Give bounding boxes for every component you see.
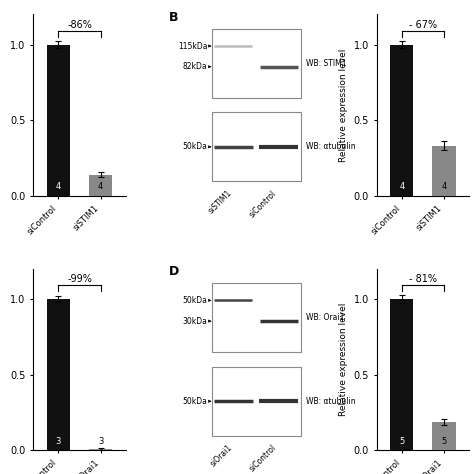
Text: 3: 3: [98, 437, 103, 446]
Y-axis label: Relative expression level: Relative expression level: [339, 48, 348, 162]
Text: D: D: [169, 265, 179, 278]
Text: 50kDa: 50kDa: [182, 397, 207, 406]
Bar: [47, 299, 70, 450]
Text: siControl: siControl: [248, 189, 279, 219]
Text: 4: 4: [56, 182, 61, 191]
Text: 50kDa: 50kDa: [182, 296, 207, 305]
Text: -86%: -86%: [67, 20, 92, 30]
Bar: [390, 299, 413, 450]
Text: 82kDa: 82kDa: [182, 62, 207, 71]
Text: 4: 4: [441, 182, 447, 191]
Bar: [211, 367, 301, 436]
Text: WB: αtubulin: WB: αtubulin: [307, 397, 356, 406]
Bar: [432, 146, 456, 196]
Text: 4: 4: [98, 182, 103, 191]
Bar: [89, 449, 112, 450]
Bar: [432, 421, 456, 450]
Text: WB: αtubulin: WB: αtubulin: [307, 142, 356, 151]
Text: 4: 4: [399, 182, 404, 191]
Text: 5: 5: [441, 437, 447, 446]
Text: siControl: siControl: [248, 443, 279, 474]
Text: B: B: [169, 10, 179, 24]
Text: 50kDa: 50kDa: [182, 142, 207, 151]
Text: 115kDa: 115kDa: [178, 42, 207, 51]
Text: 30kDa: 30kDa: [182, 317, 207, 326]
Text: -99%: -99%: [67, 274, 92, 284]
Text: - 81%: - 81%: [409, 274, 437, 284]
Bar: [211, 29, 301, 98]
Bar: [89, 175, 112, 196]
Bar: [47, 45, 70, 196]
Bar: [211, 283, 301, 352]
Bar: [390, 45, 413, 196]
Text: 5: 5: [399, 437, 404, 446]
Y-axis label: Relative expression level: Relative expression level: [339, 303, 348, 416]
Text: - 67%: - 67%: [409, 20, 437, 30]
Text: WB: STIM1: WB: STIM1: [307, 59, 347, 68]
Text: siOrai1: siOrai1: [208, 443, 234, 469]
Text: 3: 3: [56, 437, 61, 446]
Text: siSTIM1: siSTIM1: [207, 189, 234, 216]
Text: WB: Orai1: WB: Orai1: [307, 313, 345, 322]
Bar: [211, 112, 301, 182]
